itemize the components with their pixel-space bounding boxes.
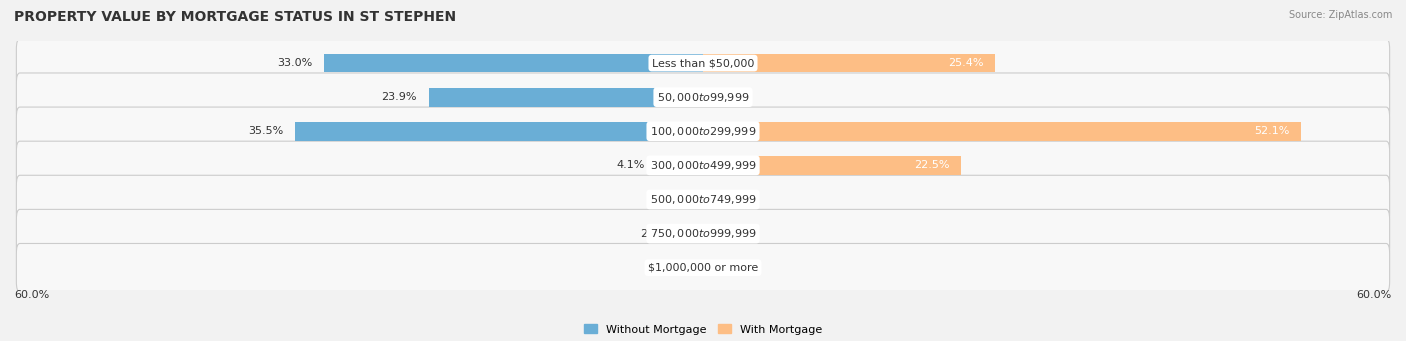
Text: 4.1%: 4.1% [616,160,644,170]
Legend: Without Mortgage, With Mortgage: Without Mortgage, With Mortgage [579,320,827,339]
Bar [703,156,962,175]
Bar [703,122,1301,141]
Text: 25.4%: 25.4% [948,58,983,68]
Text: 35.5%: 35.5% [249,126,284,136]
Text: 1.5%: 1.5% [645,194,675,205]
Text: 60.0%: 60.0% [14,290,49,300]
Bar [429,88,703,107]
Text: 0.0%: 0.0% [714,92,742,102]
Text: 0.0%: 0.0% [714,228,742,239]
Text: 60.0%: 60.0% [1357,290,1392,300]
Text: 33.0%: 33.0% [277,58,312,68]
Bar [657,156,703,175]
Text: 0.0%: 0.0% [714,194,742,205]
Text: $100,000 to $299,999: $100,000 to $299,999 [650,125,756,138]
FancyBboxPatch shape [17,141,1389,190]
Text: 0.0%: 0.0% [714,263,742,273]
FancyBboxPatch shape [17,175,1389,224]
Text: Less than $50,000: Less than $50,000 [652,58,754,68]
Text: 52.1%: 52.1% [1254,126,1289,136]
Text: $300,000 to $499,999: $300,000 to $499,999 [650,159,756,172]
Text: Source: ZipAtlas.com: Source: ZipAtlas.com [1288,10,1392,20]
Bar [323,54,703,73]
Text: 22.5%: 22.5% [914,160,950,170]
Text: 2.0%: 2.0% [640,228,669,239]
Text: PROPERTY VALUE BY MORTGAGE STATUS IN ST STEPHEN: PROPERTY VALUE BY MORTGAGE STATUS IN ST … [14,10,456,24]
Text: $50,000 to $99,999: $50,000 to $99,999 [657,91,749,104]
FancyBboxPatch shape [17,107,1389,155]
FancyBboxPatch shape [17,73,1389,121]
Bar [686,190,703,209]
Text: $1,000,000 or more: $1,000,000 or more [648,263,758,273]
Text: $500,000 to $749,999: $500,000 to $749,999 [650,193,756,206]
FancyBboxPatch shape [17,39,1389,87]
Text: 23.9%: 23.9% [381,92,418,102]
FancyBboxPatch shape [17,243,1389,292]
Bar [703,54,994,73]
Bar [681,224,703,243]
Bar [295,122,703,141]
Text: 0.0%: 0.0% [664,263,692,273]
Text: $750,000 to $999,999: $750,000 to $999,999 [650,227,756,240]
FancyBboxPatch shape [17,209,1389,258]
